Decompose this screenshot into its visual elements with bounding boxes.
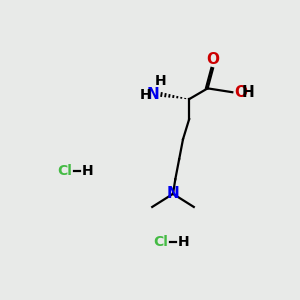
Text: H: H xyxy=(242,85,254,100)
Text: H: H xyxy=(81,164,93,178)
Text: N: N xyxy=(167,186,179,201)
Text: N: N xyxy=(146,87,159,102)
Text: O: O xyxy=(234,85,247,100)
Text: H: H xyxy=(140,88,152,101)
Text: O: O xyxy=(206,52,220,67)
Text: Cl: Cl xyxy=(57,164,72,178)
Text: Cl: Cl xyxy=(154,236,168,249)
Text: H: H xyxy=(178,236,189,249)
Text: H: H xyxy=(155,74,167,88)
